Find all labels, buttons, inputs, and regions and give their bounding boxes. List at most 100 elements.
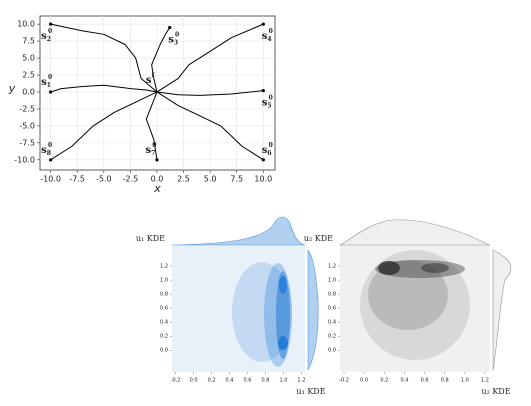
x-tick-label: 1.2 xyxy=(481,378,489,384)
trajectory xyxy=(145,91,158,160)
kde-contours xyxy=(338,219,512,371)
x-tick-label: 0.6 xyxy=(421,378,429,384)
point-label: s50 xyxy=(262,94,273,109)
start-point xyxy=(49,22,53,26)
x-tick-label: -0.2 xyxy=(171,378,181,384)
x-tick-label: 0.2 xyxy=(208,378,216,384)
x-tick-label: 0.2 xyxy=(380,378,388,384)
y-tick-label: 0.2 xyxy=(160,334,168,340)
point-label: s70 xyxy=(145,141,156,156)
marginal-label: u₁ KDE xyxy=(136,234,165,243)
y-tick-label: 0.6 xyxy=(328,306,336,312)
y-tick-label: 1.2 xyxy=(328,264,336,270)
label-sub: 7 xyxy=(151,149,155,156)
y-tick-label: 0.4 xyxy=(328,320,336,326)
label-sup: 0 xyxy=(269,94,273,101)
label-base: s xyxy=(145,144,151,155)
y-tick-label: -5.0 xyxy=(19,121,35,130)
y-tick-label: 0.2 xyxy=(328,334,336,340)
label-base: s xyxy=(262,31,268,42)
label-sup: f xyxy=(151,71,154,78)
label-base: s xyxy=(262,144,268,155)
label-sup: 0 xyxy=(48,28,52,35)
y-tick-label: -10.0 xyxy=(14,155,35,164)
start-point xyxy=(49,90,53,94)
y-tick-label: 0.4 xyxy=(160,320,168,326)
trajectory xyxy=(156,23,264,93)
x-tick-label: -2.5 xyxy=(123,175,139,184)
y-tick-label: 0.0 xyxy=(328,348,336,354)
point-label: s80 xyxy=(41,141,52,156)
label-base: s xyxy=(41,144,47,155)
y-tick-label: 0.0 xyxy=(22,87,35,96)
start-point xyxy=(168,25,172,30)
label-sub: 3 xyxy=(174,39,178,46)
y-tick-label: 7.5 xyxy=(22,37,35,46)
trajectory xyxy=(151,27,171,93)
trajectory xyxy=(156,90,264,96)
label-sup: 0 xyxy=(152,141,156,148)
x-axis-label: x xyxy=(153,182,161,195)
x-tick-label: 0.8 xyxy=(261,378,269,384)
y-tick-label: 0.0 xyxy=(160,348,168,354)
point-label: s40 xyxy=(262,28,273,43)
label-sup: 0 xyxy=(269,28,273,35)
y-tick-label: 5.0 xyxy=(22,54,35,63)
y-tick-label: 1.0 xyxy=(160,278,168,284)
plot-area xyxy=(39,15,276,171)
x-tick-label: -5.0 xyxy=(96,175,112,184)
start-point xyxy=(155,158,159,162)
trajectory xyxy=(50,91,158,161)
point-label: s10 xyxy=(41,73,52,88)
x-tick-label: 0.8 xyxy=(441,378,449,384)
x-tick-label: 0.0 xyxy=(360,378,368,384)
label-base: s xyxy=(146,74,152,85)
label-sub: 6 xyxy=(267,149,271,156)
label-base: s xyxy=(41,76,47,87)
x-axis-label: u₂ KDE xyxy=(481,387,510,396)
y-tick-label: 0.6 xyxy=(160,306,168,312)
trajectory xyxy=(156,91,264,161)
start-point xyxy=(49,158,53,162)
start-point xyxy=(261,89,265,93)
point-label: s20 xyxy=(41,28,52,43)
label-sub: 4 xyxy=(267,36,271,43)
label-sub: 5 xyxy=(267,102,271,109)
x-tick-label: 0.0 xyxy=(190,378,198,384)
label-base: s xyxy=(168,34,174,45)
x-tick-label: 0.6 xyxy=(244,378,252,384)
x-tick-label: 2.5 xyxy=(177,175,190,184)
x-tick-label: 1.0 xyxy=(279,378,287,384)
x-tick-label: 1.0 xyxy=(461,378,469,384)
start-point xyxy=(261,22,265,26)
label-sup: 0 xyxy=(48,141,52,148)
label-base: s xyxy=(41,31,47,42)
x-tick-label: 5.0 xyxy=(204,175,217,184)
y-tick-label: -2.5 xyxy=(19,104,35,113)
label-sub: 1 xyxy=(47,81,51,88)
x-tick-label: 1.2 xyxy=(297,378,305,384)
point-label: sf xyxy=(146,71,155,85)
y-tick-label: 10.0 xyxy=(17,20,35,29)
y-tick-label: 0.8 xyxy=(328,292,336,298)
point-label: s60 xyxy=(262,141,273,156)
x-axis-label: u₁ KDE xyxy=(296,387,325,396)
x-tick-label: -10.0 xyxy=(40,175,61,184)
start-point xyxy=(261,158,265,162)
kde-background xyxy=(340,245,490,372)
point-label: s30 xyxy=(168,31,179,46)
label-sup: 0 xyxy=(269,141,273,148)
x-tick-label: -7.5 xyxy=(69,175,85,184)
x-tick-label: 0.4 xyxy=(226,378,234,384)
x-tick-label: 0.4 xyxy=(400,378,408,384)
marginal-label: u₂ KDE xyxy=(304,234,333,243)
y-tick-label: 1.2 xyxy=(160,264,168,270)
x-tick-label: -0.2 xyxy=(339,378,349,384)
label-sub: 8 xyxy=(47,149,51,156)
x-tick-label: 10.0 xyxy=(254,175,272,184)
kde-contours xyxy=(171,216,319,371)
trajectory xyxy=(50,84,158,93)
y-axis-label: y xyxy=(8,82,16,95)
x-tick-label: 7.5 xyxy=(230,175,243,184)
